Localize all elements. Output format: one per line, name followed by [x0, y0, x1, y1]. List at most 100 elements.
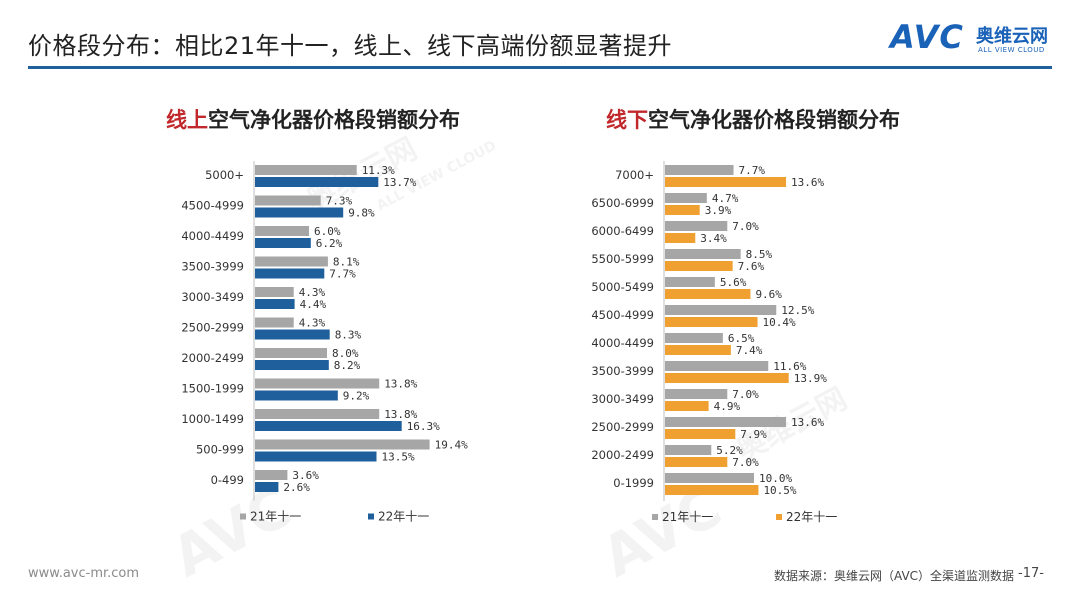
bar-curr-year [255, 421, 402, 431]
data-label: 16.3% [407, 420, 440, 433]
category-tick-label: 0-499 [211, 473, 244, 487]
data-label: 7.7% [739, 164, 766, 177]
bar-curr-year [255, 360, 329, 370]
bar-prev-year [665, 305, 777, 315]
category-tick-label: 7000+ [615, 168, 654, 182]
logo-cn-text: 奥维云网 [976, 26, 1048, 47]
data-label: 4.9% [714, 400, 741, 413]
category-tick-label: 3500-3999 [591, 364, 654, 378]
data-label: 7.0% [732, 388, 759, 401]
category-tick-label: 5000-5499 [591, 280, 654, 294]
data-label: 9.2% [343, 390, 370, 403]
category-tick-label: 2000-2499 [591, 448, 654, 462]
data-label: 7.0% [732, 220, 759, 233]
online-chart-title: 线上空气净化器价格段销额分布 [166, 104, 460, 134]
bar-prev-year [665, 445, 712, 455]
bar-curr-year [665, 317, 758, 327]
online-chart-title-highlight: 线上 [166, 108, 208, 132]
bar-curr-year [665, 345, 731, 355]
data-label: 6.0% [314, 225, 341, 238]
data-label: 3.9% [705, 204, 732, 217]
bar-curr-year [255, 207, 344, 218]
bar-prev-year [665, 333, 723, 343]
page-title: 价格段分布：相比21年十一，线上、线下高端份额显著提升 [28, 32, 673, 60]
bar-prev-year [255, 470, 288, 480]
bar-prev-year [665, 249, 741, 259]
bar-prev-year [255, 348, 327, 358]
bar-curr-year [255, 268, 325, 279]
bar-prev-year [255, 287, 294, 297]
data-label: 4.7% [712, 192, 739, 205]
data-label: 13.6% [791, 416, 824, 429]
slide-header: 价格段分布：相比21年十一，线上、线下高端份额显著提升 AVC 奥维云网 ALL… [0, 0, 1080, 70]
data-label: 9.8% [348, 207, 375, 220]
bar-curr-year [255, 329, 330, 340]
bar-curr-year [665, 261, 733, 271]
logo-avc-text: AVC [890, 18, 964, 56]
category-tick-label: 4000-4499 [181, 229, 244, 243]
category-tick-label: 4000-4499 [591, 336, 654, 350]
data-label: 11.6% [773, 360, 806, 373]
data-label: 8.5% [746, 248, 773, 261]
avc-logo: AVC 奥维云网 ALL VIEW CLOUD [890, 18, 1060, 62]
online-chart-title-rest: 空气净化器价格段销额分布 [208, 108, 460, 132]
category-tick-label: 6500-6999 [591, 196, 654, 210]
legend-marker [368, 513, 374, 520]
data-label: 11.3% [362, 164, 395, 177]
bar-prev-year [255, 226, 309, 236]
category-tick-label: 2500-2999 [591, 420, 654, 434]
category-tick-label: 500-999 [196, 443, 244, 457]
bar-prev-year [665, 165, 734, 175]
offline-chart-title-highlight: 线下 [606, 108, 648, 132]
logo-en-text: ALL VIEW CLOUD [978, 46, 1045, 54]
bar-curr-year [255, 390, 338, 401]
category-tick-label: 3500-3999 [181, 260, 244, 274]
data-label: 10.0% [759, 472, 792, 485]
legend-marker [240, 513, 246, 520]
data-label: 6.2% [316, 237, 343, 250]
data-label: 13.5% [382, 451, 415, 464]
data-label: 10.5% [763, 484, 796, 497]
data-label: 12.5% [781, 304, 814, 317]
bar-curr-year [255, 299, 295, 309]
data-label: 8.0% [332, 347, 359, 360]
bar-prev-year [255, 317, 294, 328]
bar-prev-year [665, 361, 769, 371]
data-label: 6.5% [728, 332, 755, 345]
data-label: 13.7% [383, 176, 416, 189]
data-label: 5.2% [716, 444, 743, 457]
bar-curr-year [665, 457, 728, 467]
bar-prev-year [665, 417, 787, 427]
data-label: 2.6% [283, 481, 310, 494]
data-label: 7.9% [740, 428, 767, 441]
category-tick-label: 4500-4999 [591, 308, 654, 322]
bar-prev-year [255, 256, 328, 267]
data-label: 10.4% [763, 316, 796, 329]
data-label: 7.0% [732, 456, 759, 469]
header-divider [28, 66, 1052, 69]
data-label: 7.3% [326, 195, 353, 208]
legend-marker [776, 514, 782, 520]
offline-bar-chart: 7000+ 7.7% 13.6% 6500-6999 4.7%3.9% 6000-6499… [591, 161, 837, 524]
category-tick-label: 3000-3499 [591, 392, 654, 406]
bar-prev-year [255, 195, 321, 206]
data-label: 8.3% [335, 329, 362, 342]
data-label: 3.6% [292, 469, 319, 482]
data-label: 13.9% [794, 372, 827, 385]
bar-prev-year [255, 378, 380, 389]
bar-curr-year [665, 177, 787, 187]
bar-prev-year [665, 473, 754, 483]
bar-curr-year [665, 289, 751, 299]
bar-curr-year [255, 177, 379, 187]
offline-chart-title-rest: 空气净化器价格段销额分布 [648, 108, 900, 132]
data-label: 4.3% [299, 317, 326, 330]
category-tick-label: 1500-1999 [181, 382, 244, 396]
footer-data-source: 数据来源：奥维云网（AVC）全渠道监测数据 [774, 569, 1015, 583]
bar-curr-year [665, 401, 709, 411]
legend-label: 22年十一 [786, 510, 837, 524]
bar-curr-year [665, 205, 700, 215]
data-label: 8.2% [334, 359, 361, 372]
bar-prev-year [665, 193, 707, 203]
legend-label: 22年十一 [378, 510, 429, 524]
bar-prev-year [665, 277, 715, 287]
